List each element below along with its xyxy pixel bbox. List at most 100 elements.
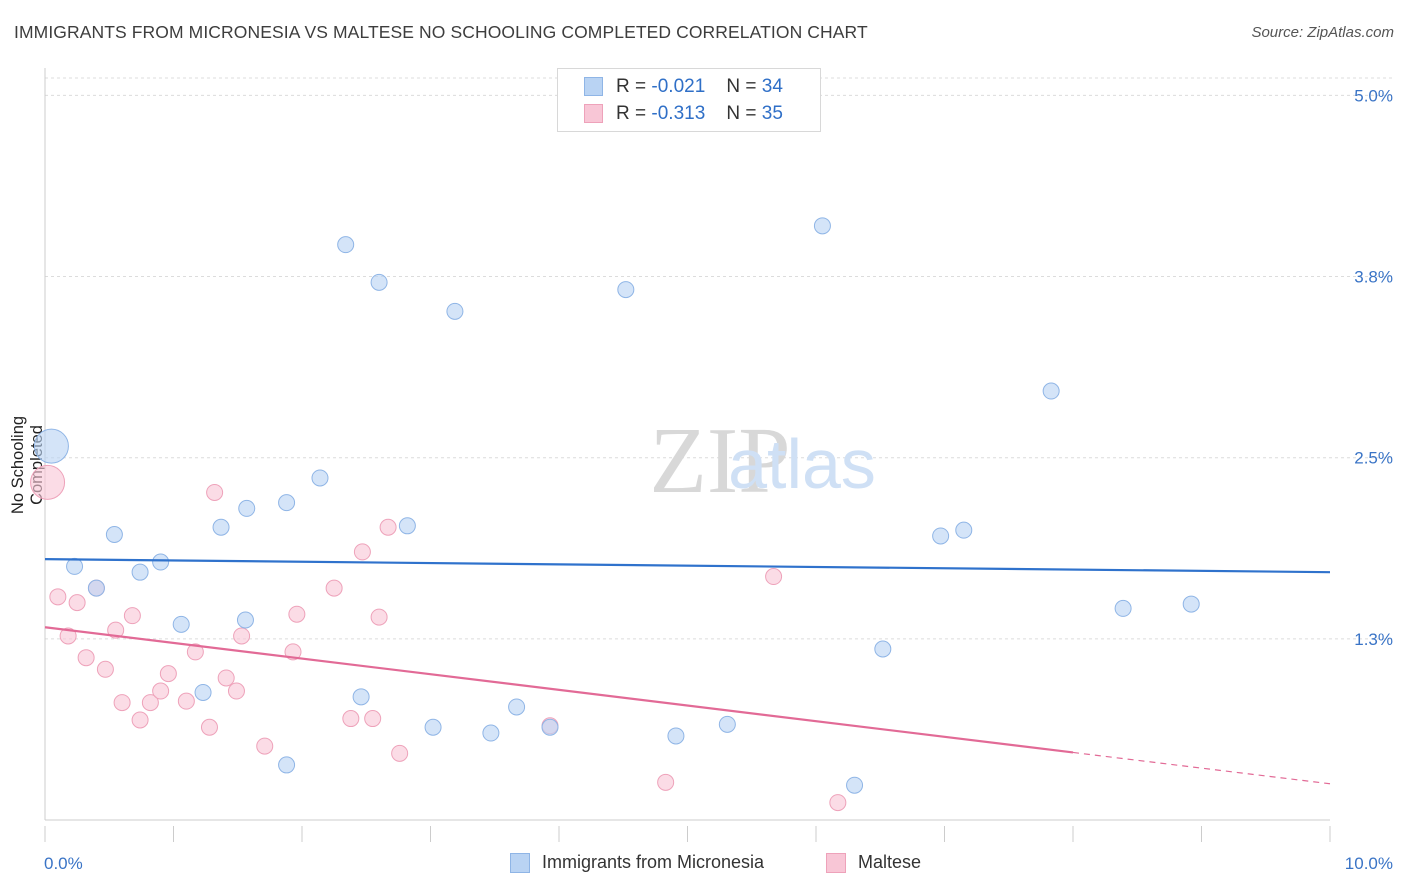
data-point xyxy=(617,281,635,299)
data-point xyxy=(107,621,125,639)
trend-line-micronesia xyxy=(44,558,1331,574)
legend-n-label: N = xyxy=(726,103,757,124)
data-point xyxy=(49,588,67,606)
trend-line-maltese xyxy=(44,626,1074,754)
data-point xyxy=(217,669,235,687)
chart-title: IMMIGRANTS FROM MICRONESIA VS MALTESE NO… xyxy=(14,22,868,42)
y-tick-label: 1.3% xyxy=(1354,630,1393,649)
data-point xyxy=(236,611,254,629)
data-point xyxy=(353,543,371,561)
data-point xyxy=(256,737,274,755)
data-point xyxy=(1042,382,1060,400)
y-tick-label: 3.8% xyxy=(1354,268,1393,287)
legend-label-maltese: Maltese xyxy=(858,852,922,872)
data-point xyxy=(325,579,343,597)
data-point xyxy=(846,776,864,794)
data-point xyxy=(874,640,892,658)
data-point xyxy=(482,724,500,742)
data-point xyxy=(66,557,84,575)
data-point xyxy=(370,273,388,291)
data-point xyxy=(238,499,256,517)
legend-swatch-blue xyxy=(510,853,530,873)
data-point xyxy=(206,483,224,501)
data-point xyxy=(364,710,382,728)
data-point xyxy=(186,643,204,661)
trend-lines xyxy=(44,558,1331,785)
watermark-zip: ZIP xyxy=(650,409,791,513)
data-point xyxy=(311,469,329,487)
data-point xyxy=(59,627,77,645)
legend-label-micronesia: Immigrants from Micronesia xyxy=(542,852,765,872)
data-point xyxy=(398,517,416,535)
data-point xyxy=(718,715,736,733)
data-point xyxy=(105,526,123,544)
data-point xyxy=(131,563,149,581)
data-point xyxy=(932,527,950,545)
series-legend: Immigrants from Micronesia Maltese xyxy=(0,852,1406,878)
data-point xyxy=(446,302,464,320)
data-point xyxy=(667,727,685,745)
data-point xyxy=(87,579,105,597)
legend-swatch-blue xyxy=(584,77,603,96)
data-point xyxy=(233,627,251,645)
data-point xyxy=(141,694,159,712)
source-credit: Source: ZipAtlas.com xyxy=(1251,24,1394,41)
data-point xyxy=(131,711,149,729)
data-point xyxy=(955,521,973,539)
legend-swatch-pink xyxy=(826,853,846,873)
legend-r-label: R = xyxy=(616,103,647,124)
data-point xyxy=(541,718,559,736)
data-point xyxy=(829,794,847,812)
data-point xyxy=(352,688,370,706)
data-point xyxy=(177,692,195,710)
legend-r-label: R = xyxy=(616,76,647,97)
data-point xyxy=(227,682,245,700)
data-point xyxy=(172,615,190,633)
data-point xyxy=(68,594,86,612)
data-point xyxy=(33,428,69,464)
data-point xyxy=(342,710,360,728)
data-point xyxy=(194,683,212,701)
series-maltese-points xyxy=(30,464,847,812)
data-point xyxy=(765,568,783,586)
legend-n-label: N = xyxy=(726,76,757,97)
data-point xyxy=(123,607,141,625)
data-point xyxy=(159,665,177,683)
data-point xyxy=(96,660,114,678)
legend-n-value: 35 xyxy=(761,103,783,124)
data-point xyxy=(813,217,831,235)
data-point xyxy=(370,608,388,626)
data-point xyxy=(391,744,409,762)
data-point xyxy=(278,494,296,512)
watermark-atlas: atlas xyxy=(728,425,876,503)
data-point xyxy=(379,518,397,536)
data-point xyxy=(288,605,306,623)
legend-r-value: -0.313 xyxy=(651,103,706,124)
data-point xyxy=(152,682,170,700)
data-point xyxy=(424,718,442,736)
data-point xyxy=(1182,595,1200,613)
data-point xyxy=(77,649,95,667)
y-tick-label: 2.5% xyxy=(1354,449,1393,468)
data-point xyxy=(657,773,675,791)
data-point xyxy=(337,236,355,254)
legend-swatch-pink xyxy=(584,104,603,123)
correlation-legend: R = -0.021 N = 34 R = -0.313 N = 35 xyxy=(557,68,821,132)
gridlines xyxy=(45,77,1392,640)
series-micronesia-points xyxy=(33,217,1200,794)
data-point xyxy=(508,698,526,716)
data-point xyxy=(113,694,131,712)
legend-n-value: 34 xyxy=(761,76,783,97)
data-point xyxy=(1114,599,1132,617)
trend-line-maltese-extension xyxy=(1072,751,1331,785)
data-point xyxy=(200,718,218,736)
data-point xyxy=(278,756,296,774)
x-tick-label: 10.0% xyxy=(1345,854,1393,873)
legend-r-value: -0.021 xyxy=(651,76,706,97)
x-tick-label: 0.0% xyxy=(44,854,83,873)
data-point xyxy=(152,553,170,571)
data-point xyxy=(30,464,66,500)
y-tick-label: 5.0% xyxy=(1354,86,1393,105)
tick-labels: 1.3% 2.5% 3.8% 5.0% 0.0% 10.0% xyxy=(44,86,1393,873)
